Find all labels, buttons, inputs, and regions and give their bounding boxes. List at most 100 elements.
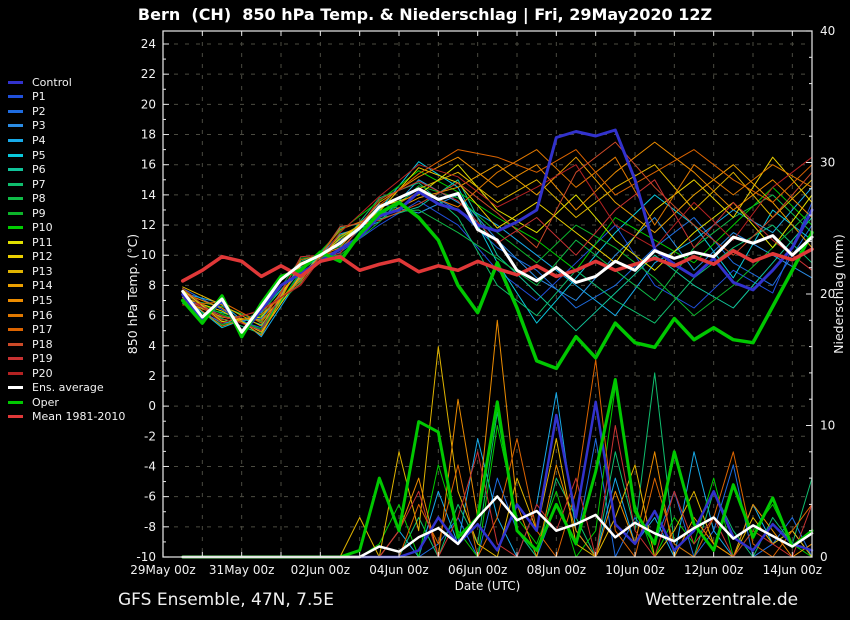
- legend-swatch: [8, 124, 23, 128]
- legend: Control P1 P2 P3 P4 P5 P6 P7 P8 P9 P10 P11 P12 P13 P14…: [8, 75, 125, 424]
- legend-swatch: [8, 240, 23, 244]
- y-left-tick-label: 16: [141, 158, 156, 172]
- legend-item-p1: P1: [8, 90, 125, 105]
- y-left-tick-label: 8: [148, 278, 156, 292]
- x-tick-label: 02Jun 00z: [291, 563, 350, 577]
- y-left-tick-label: -2: [144, 429, 156, 443]
- y-left-tick-label: 2: [148, 369, 156, 383]
- x-tick-label: 08Jun 00z: [527, 563, 586, 577]
- legend-label: P13: [32, 264, 53, 278]
- temp-line-p20: [182, 156, 813, 324]
- temp-line-p9: [182, 185, 813, 326]
- legend-label: P14: [32, 279, 53, 293]
- legend-item-p2: P2: [8, 104, 125, 119]
- legend-swatch: [8, 269, 23, 273]
- legend-label: P10: [32, 221, 53, 235]
- y-right-tick-label: 30: [820, 156, 835, 170]
- y-left-tick-label: 24: [141, 37, 156, 51]
- legend-swatch: [8, 298, 23, 302]
- x-tick-label: 12Jun 00z: [684, 563, 743, 577]
- y-left-tick-label: -4: [144, 459, 156, 473]
- legend-label: P3: [32, 119, 46, 133]
- temp-line-p4: [182, 179, 813, 338]
- legend-item-p20: P20: [8, 366, 125, 381]
- legend-swatch: [8, 357, 23, 361]
- legend-swatch: [8, 138, 23, 142]
- temp-line-p8: [182, 194, 813, 323]
- y-right-tick-label: 40: [820, 24, 835, 38]
- legend-item-p10: P10: [8, 220, 125, 235]
- legend-label: P7: [32, 177, 46, 191]
- legend-label: P11: [32, 235, 53, 249]
- legend-label: Mean 1981-2010: [32, 410, 126, 424]
- y-right-axis-title: Niederschlag (mm): [831, 234, 846, 354]
- legend-label: Ens. average: [32, 381, 104, 395]
- axis-labels: -10-8-6-4-202468101214161820222401020304…: [125, 24, 846, 593]
- x-tick-label: 10Jun 00z: [605, 563, 664, 577]
- legend-swatch: [8, 182, 23, 186]
- legend-swatch: [8, 386, 23, 390]
- temp-line-ens-average: [181, 187, 814, 334]
- legend-swatch: [8, 313, 23, 317]
- legend-label: P18: [32, 337, 53, 351]
- y-left-axis-title: 850 hPa Temp. (°C): [125, 234, 140, 354]
- legend-swatch: [8, 415, 23, 419]
- y-left-tick-label: -10: [136, 550, 156, 564]
- legend-label: P19: [32, 352, 53, 366]
- y-left-tick-label: 14: [141, 188, 156, 202]
- x-tick-label: 29May 00z: [130, 563, 195, 577]
- y-left-tick-label: 18: [141, 128, 156, 142]
- y-left-tick-label: 12: [141, 218, 156, 232]
- legend-item-p19: P19: [8, 351, 125, 366]
- precip-line-p17-precip: [182, 359, 813, 558]
- legend-item-p3: P3: [8, 119, 125, 134]
- legend-label: P6: [32, 163, 46, 177]
- legend-swatch: [8, 168, 23, 172]
- legend-swatch: [8, 328, 23, 332]
- legend-item-mean-1981-2010: Mean 1981-2010: [8, 410, 125, 425]
- legend-label: P9: [32, 206, 46, 220]
- legend-label: P2: [32, 104, 46, 118]
- legend-swatch: [8, 95, 23, 99]
- legend-item-p16: P16: [8, 308, 125, 323]
- y-left-tick-label: -8: [144, 520, 156, 534]
- temp-line-p16: [182, 149, 813, 327]
- x-tick-label: 04Jun 00z: [369, 563, 428, 577]
- legend-item-p15: P15: [8, 293, 125, 308]
- legend-label: Control: [32, 75, 72, 89]
- y-right-tick-label: 10: [820, 419, 835, 433]
- legend-swatch: [8, 153, 23, 157]
- legend-item-p17: P17: [8, 322, 125, 337]
- precip-line-oper-precip: [181, 378, 814, 559]
- legend-item-p9: P9: [8, 206, 125, 221]
- legend-swatch: [8, 400, 23, 404]
- y-right-tick-label: 0: [820, 550, 828, 564]
- x-tick-label: 06Jun 00z: [448, 563, 507, 577]
- y-left-tick-label: 20: [141, 97, 156, 111]
- legend-label: P1: [32, 90, 46, 104]
- legend-item-p4: P4: [8, 133, 125, 148]
- legend-item-p12: P12: [8, 250, 125, 265]
- legend-item-p7: P7: [8, 177, 125, 192]
- axes: [162, 30, 813, 558]
- legend-swatch: [8, 80, 23, 84]
- legend-swatch: [8, 342, 23, 346]
- y-left-tick-label: 0: [148, 399, 156, 413]
- legend-item-p6: P6: [8, 162, 125, 177]
- legend-label: P16: [32, 308, 53, 322]
- legend-swatch: [8, 109, 23, 113]
- legend-item-p14: P14: [8, 279, 125, 294]
- temp-line-p11: [182, 164, 813, 323]
- legend-item-control: Control: [8, 75, 125, 90]
- chart-title: Bern (CH) 850 hPa Temp. & Niederschlag |…: [137, 5, 713, 24]
- y-left-tick-label: 4: [148, 339, 156, 353]
- legend-swatch: [8, 284, 23, 288]
- legend-label: P8: [32, 192, 46, 206]
- legend-item-p11: P11: [8, 235, 125, 250]
- temp-line-control: [181, 128, 814, 337]
- legend-item-p5: P5: [8, 148, 125, 163]
- legend-item-oper: Oper: [8, 395, 125, 410]
- legend-swatch: [8, 226, 23, 230]
